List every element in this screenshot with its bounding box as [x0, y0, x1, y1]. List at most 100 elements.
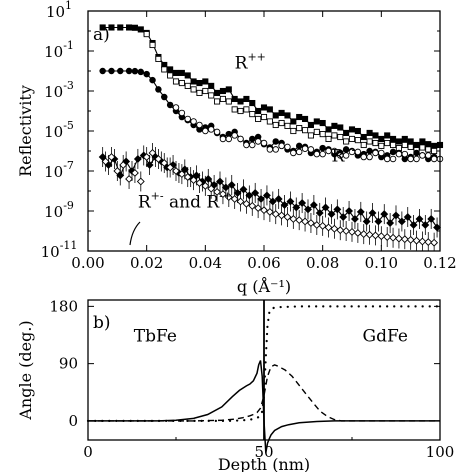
data-point: [231, 95, 238, 103]
data-point: [319, 119, 326, 127]
panel-a-data-points: [98, 24, 444, 251]
data-point: [368, 209, 377, 217]
data-point: [254, 204, 263, 213]
data-point: [184, 82, 191, 89]
data-point: [342, 227, 351, 235]
data-point: [262, 191, 271, 200]
data-point: [296, 125, 303, 132]
annotation-r-minus-minus: R- -: [331, 143, 355, 166]
data-point: [108, 67, 115, 75]
data-point: [237, 135, 244, 143]
data-point: [178, 109, 186, 117]
data-point: [243, 106, 250, 113]
data-point: [419, 144, 426, 151]
data-point: [107, 153, 116, 161]
data-point: [195, 179, 204, 187]
data-point: [324, 223, 333, 232]
data-point: [392, 211, 400, 220]
data-point: [208, 82, 215, 89]
data-point: [225, 135, 233, 143]
data-point: [312, 221, 321, 229]
panel-b-ticks: 0 50 100 0 90 180: [49, 297, 454, 461]
data-point: [117, 67, 124, 75]
data-point: [231, 132, 238, 139]
panel-a-label: a): [93, 25, 110, 45]
data-point: [255, 115, 262, 123]
panel-a-y-tick-label: 10-7: [44, 159, 74, 181]
data-point: [280, 201, 289, 209]
data-point: [117, 24, 124, 31]
data-point: [372, 139, 379, 147]
data-point: [343, 129, 350, 136]
data-point: [136, 177, 145, 186]
data-point: [406, 235, 415, 244]
data-point: [378, 149, 385, 157]
data-point: [142, 153, 151, 161]
data-point: [113, 167, 122, 175]
data-point: [257, 195, 266, 203]
panel-b-y-tick-label: 180: [49, 297, 78, 315]
data-point: [119, 161, 128, 169]
data-point: [214, 98, 221, 105]
data-point: [389, 233, 398, 242]
data-point: [409, 221, 418, 229]
data-point: [166, 163, 175, 172]
data-point: [298, 199, 307, 207]
data-point: [251, 189, 260, 197]
data-point: [400, 235, 409, 244]
data-point: [271, 210, 280, 219]
data-point: [386, 219, 395, 227]
data-point: [255, 107, 262, 115]
data-point: [126, 24, 133, 31]
data-point: [180, 165, 189, 174]
data-point: [249, 135, 256, 143]
data-point: [419, 152, 426, 159]
data-point: [331, 132, 338, 139]
data-point: [389, 155, 397, 163]
data-point: [309, 201, 318, 209]
data-point: [99, 24, 106, 31]
data-point: [403, 213, 412, 221]
data-point: [116, 171, 125, 180]
angle-profile-solid: [88, 360, 440, 453]
data-point: [430, 238, 439, 247]
data-point: [172, 69, 180, 76]
data-point: [292, 203, 301, 212]
panel-a-x-tick-label: 0.10: [365, 254, 398, 272]
data-point: [354, 137, 361, 144]
data-point: [172, 167, 180, 175]
data-point: [431, 142, 438, 149]
data-point: [286, 197, 295, 206]
data-point: [227, 181, 236, 189]
data-point: [319, 144, 326, 152]
data-point: [216, 177, 224, 186]
data-point: [413, 141, 420, 149]
data-point: [348, 135, 356, 143]
data-point: [345, 207, 354, 215]
data-point: [190, 86, 197, 93]
data-point: [108, 24, 115, 31]
data-point: [204, 175, 213, 183]
panel-b-x-tick-label: 0: [83, 443, 93, 461]
data-point: [306, 219, 315, 227]
data-point: [378, 142, 385, 149]
data-point: [407, 155, 414, 163]
panel-b-y-tick-label: 0: [68, 412, 78, 430]
data-point: [260, 113, 268, 121]
data-point: [237, 107, 244, 115]
data-point: [284, 122, 291, 129]
data-point: [295, 148, 303, 156]
data-point: [337, 133, 344, 141]
data-point: [431, 147, 438, 155]
panel-a-x-tick-label: 0.06: [247, 254, 280, 272]
data-point: [421, 221, 430, 229]
data-point: [214, 89, 221, 96]
data-point: [401, 135, 408, 143]
data-point: [362, 217, 371, 226]
data-point: [331, 147, 338, 155]
data-point: [237, 98, 244, 105]
data-point: [207, 126, 215, 133]
data-point: [278, 119, 285, 127]
data-point: [384, 132, 391, 139]
data-point: [154, 155, 163, 163]
